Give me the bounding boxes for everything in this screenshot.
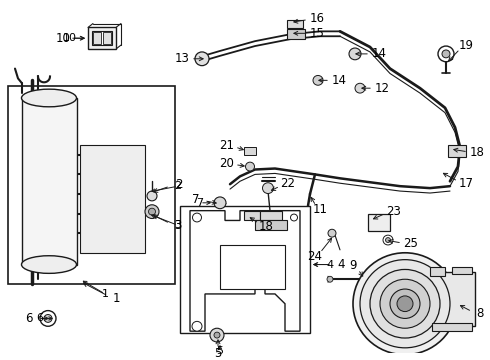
Circle shape [380, 279, 430, 328]
Bar [22, 98, 77, 265]
Text: 1: 1 [101, 289, 108, 299]
Circle shape [291, 214, 297, 221]
Text: 21: 21 [219, 139, 234, 152]
Circle shape [214, 197, 226, 209]
Bar [244, 147, 256, 155]
Circle shape [349, 48, 361, 60]
Text: 5: 5 [217, 346, 223, 356]
Circle shape [148, 208, 155, 215]
Text: 6: 6 [25, 312, 33, 325]
Bar [103, 32, 111, 44]
Circle shape [442, 50, 450, 58]
Circle shape [147, 191, 157, 201]
Text: 8: 8 [476, 307, 484, 320]
Text: 11: 11 [313, 203, 328, 216]
Bar [8, 86, 175, 284]
Text: 23: 23 [386, 205, 401, 218]
Text: 18: 18 [469, 146, 484, 159]
Bar [432, 323, 472, 331]
Circle shape [353, 253, 457, 355]
Text: 7: 7 [193, 193, 200, 206]
Bar [255, 220, 287, 230]
Bar [430, 273, 475, 326]
Text: 5: 5 [214, 347, 221, 360]
Circle shape [328, 229, 336, 237]
Text: 19: 19 [459, 39, 474, 52]
Circle shape [263, 183, 273, 194]
Circle shape [390, 289, 420, 319]
Bar [244, 211, 260, 220]
Text: 2: 2 [175, 178, 182, 191]
Text: 4: 4 [326, 260, 334, 270]
Bar [430, 266, 445, 276]
Text: 14: 14 [332, 74, 346, 87]
Text: 6: 6 [36, 314, 44, 323]
Text: 20: 20 [219, 157, 234, 170]
Text: 3: 3 [174, 220, 181, 230]
Text: 25: 25 [403, 237, 418, 250]
Circle shape [383, 235, 393, 245]
Text: 15: 15 [310, 27, 324, 40]
Circle shape [210, 328, 224, 342]
Text: 18: 18 [259, 220, 274, 233]
Circle shape [44, 315, 52, 322]
Circle shape [145, 205, 159, 219]
Text: 24: 24 [307, 250, 322, 263]
Bar [80, 145, 145, 253]
Bar [287, 30, 305, 39]
Text: 17: 17 [458, 177, 473, 190]
Circle shape [192, 321, 202, 331]
Bar [287, 19, 303, 28]
Bar [88, 27, 116, 49]
Bar [180, 206, 310, 333]
Text: 1: 1 [112, 292, 120, 305]
Text: 16: 16 [309, 12, 324, 25]
Circle shape [245, 162, 254, 171]
Circle shape [214, 332, 220, 338]
Ellipse shape [22, 89, 76, 107]
Circle shape [327, 276, 333, 282]
Circle shape [355, 83, 365, 93]
Text: 3: 3 [174, 219, 182, 232]
Circle shape [386, 238, 391, 243]
Ellipse shape [22, 256, 76, 273]
Bar [260, 211, 282, 220]
Bar [92, 31, 112, 45]
Text: 4: 4 [337, 258, 345, 271]
Text: 9: 9 [349, 259, 357, 272]
Circle shape [193, 213, 201, 222]
Bar [220, 245, 285, 289]
Circle shape [313, 76, 323, 85]
Circle shape [397, 296, 413, 311]
Bar [368, 213, 390, 231]
Text: 13: 13 [174, 52, 190, 65]
Circle shape [438, 46, 454, 62]
Bar [452, 266, 472, 274]
Text: 10: 10 [63, 33, 77, 43]
Text: 10: 10 [55, 32, 71, 45]
Bar [448, 145, 466, 157]
Circle shape [370, 269, 440, 338]
Text: 7: 7 [196, 198, 203, 208]
Circle shape [40, 311, 56, 326]
Text: 12: 12 [374, 82, 390, 95]
Bar [93, 32, 101, 44]
Text: 2: 2 [174, 181, 182, 191]
Text: 22: 22 [281, 177, 295, 190]
Circle shape [195, 52, 209, 66]
Circle shape [360, 260, 450, 348]
Text: 14: 14 [371, 48, 387, 60]
